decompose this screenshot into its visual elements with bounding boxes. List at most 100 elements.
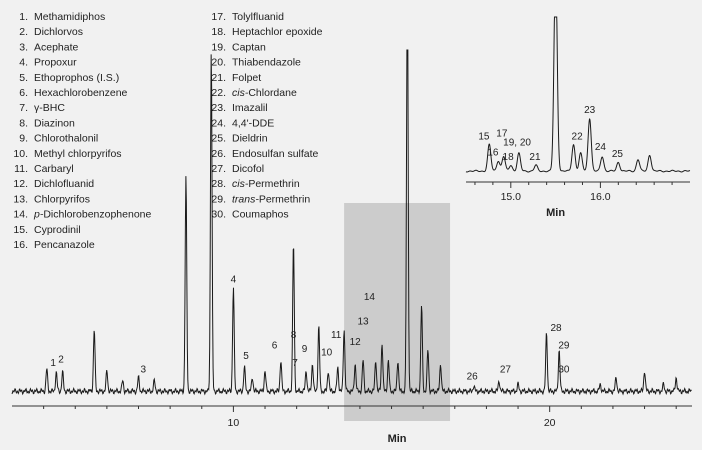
inset-x-axis-title: Min — [546, 207, 565, 219]
peak-label: 26 — [467, 372, 479, 383]
legend-entry: trans-Permethrin — [232, 193, 310, 205]
legend-number: 15. — [13, 224, 28, 236]
legend-number: 16. — [13, 239, 28, 251]
legend-number: 21. — [211, 72, 226, 84]
peak-label: 10 — [321, 347, 333, 358]
legend-entry: Hexachlorobenzene — [34, 87, 128, 99]
legend-number: 9. — [19, 133, 28, 145]
legend-entry: Coumaphos — [232, 209, 289, 221]
peak-label: 9 — [302, 344, 308, 355]
peak-label: 1 — [50, 358, 56, 369]
legend-number: 27. — [211, 163, 226, 175]
legend-number: 12. — [13, 178, 28, 190]
legend-entry: Carbaryl — [34, 163, 74, 175]
legend-entry: Dichlofluanid — [34, 178, 94, 190]
zoom-region-highlight — [344, 203, 451, 421]
legend-entry: cis-Permethrin — [232, 178, 300, 190]
legend-number: 29. — [211, 193, 226, 205]
legend-number: 14. — [13, 209, 28, 221]
peak-label: 3 — [140, 365, 146, 376]
inset-x-axis: 15.0 16.0 — [466, 181, 690, 203]
legend-entry: Captan — [232, 41, 266, 53]
inset-peak-label: 16 — [487, 148, 499, 159]
peak-label: 13 — [358, 316, 370, 327]
legend-entry: Cyprodinil — [34, 224, 81, 236]
main-x-tick-label: 20 — [544, 417, 556, 429]
legend-number: 18. — [211, 26, 226, 38]
legend-entry: cis-Chlordane — [232, 87, 297, 99]
legend-entry: Imazalil — [232, 102, 268, 114]
legend-entry: Dichlorvos — [34, 26, 83, 38]
peak-label: 12 — [350, 337, 362, 348]
legend-entry: γ-BHC — [34, 102, 65, 114]
peak-label: 29 — [558, 340, 570, 351]
legend-entry: Heptachlor epoxide — [232, 26, 323, 38]
legend-entry: Chlorpyrifos — [34, 193, 90, 205]
peak-label: 14 — [364, 292, 376, 303]
inset-peak-label: 23 — [584, 105, 596, 116]
inset-peak-label: 17 — [496, 129, 508, 140]
legend-entry: Pencanazole — [34, 239, 95, 251]
legend-number: 13. — [13, 193, 28, 205]
inset-trace-line — [465, 16, 691, 173]
legend-number: 4. — [19, 57, 28, 69]
legend-number: 7. — [19, 102, 28, 114]
legend-number: 5. — [19, 72, 28, 84]
inset-x-tick-label: 16.0 — [590, 191, 611, 203]
peak-label: 8 — [291, 330, 297, 341]
inset-peak-label: 21 — [529, 152, 541, 163]
legend-number: 11. — [14, 163, 28, 175]
legend-entry: Diazinon — [34, 117, 75, 129]
legend-entry: 4,4'-DDE — [232, 117, 274, 129]
peak-label: 5 — [243, 351, 249, 362]
legend-entry: Thiabendazole — [232, 57, 301, 69]
legend-number: 17. — [211, 11, 226, 23]
legend-entry: Acephate — [34, 41, 79, 53]
legend-number: 2. — [19, 26, 28, 38]
peak-label: 11 — [331, 330, 342, 341]
legend-entry: Tolylfluanid — [232, 11, 284, 23]
legend-number: 23. — [211, 102, 226, 114]
legend-entry: Endosulfan sulfate — [232, 148, 319, 160]
peak-label: 28 — [550, 323, 562, 334]
legend-number: 28. — [211, 178, 226, 190]
peak-label: 2 — [58, 354, 64, 365]
legend-number: 25. — [211, 133, 226, 145]
inset-peak-labels: 15 16 17 18 19, 20 21 22 23 24 25 — [478, 105, 623, 163]
legend-number: 22. — [211, 87, 226, 99]
legend-number: 8. — [19, 117, 28, 129]
legend-entry: Folpet — [232, 72, 261, 84]
compound-legend: 1. Methamidiphos 2. Dichlorvos 3. Acephate 4. P… — [13, 11, 322, 251]
legend-entry: Propoxur — [34, 57, 77, 69]
inset-peak-label: 25 — [612, 149, 624, 160]
legend-entry: Chlorothalonil — [34, 133, 98, 145]
legend-number: 19. — [211, 41, 226, 53]
peak-label: 4 — [231, 275, 237, 286]
legend-number: 6. — [19, 87, 28, 99]
legend-entry: Methyl chlorpyrifos — [34, 148, 122, 160]
legend-entry: Methamidiphos — [34, 11, 105, 23]
inset-peak-label: 15 — [478, 132, 490, 143]
peak-label: 7 — [292, 358, 298, 369]
inset-chromatogram: 15.0 16.0 15 16 17 18 19, 20 21 22 23 24 25 Min — [465, 16, 691, 219]
main-x-axis: 10 20 — [12, 405, 692, 429]
inset-peak-label: 24 — [595, 142, 607, 153]
inset-peak-label: 22 — [572, 132, 584, 143]
legend-entry: Dicofol — [232, 163, 264, 175]
legend-number: 20. — [211, 57, 226, 69]
peak-label: 6 — [272, 340, 278, 351]
main-x-axis-title: Min — [388, 433, 407, 445]
legend-number: 26. — [211, 148, 226, 160]
legend-entry: Dieldrin — [232, 133, 268, 145]
legend-entry: Ethoprophos (I.S.) — [34, 72, 119, 84]
legend-number: 24. — [211, 117, 226, 129]
legend-number: 30. — [211, 209, 226, 221]
legend-entry: p-Dichlorobenzophenone — [33, 209, 152, 221]
inset-peak-label: 19, 20 — [503, 137, 531, 148]
main-x-tick-label: 10 — [228, 417, 240, 429]
legend-number: 3. — [19, 41, 28, 53]
legend-number: 1. — [19, 11, 28, 23]
